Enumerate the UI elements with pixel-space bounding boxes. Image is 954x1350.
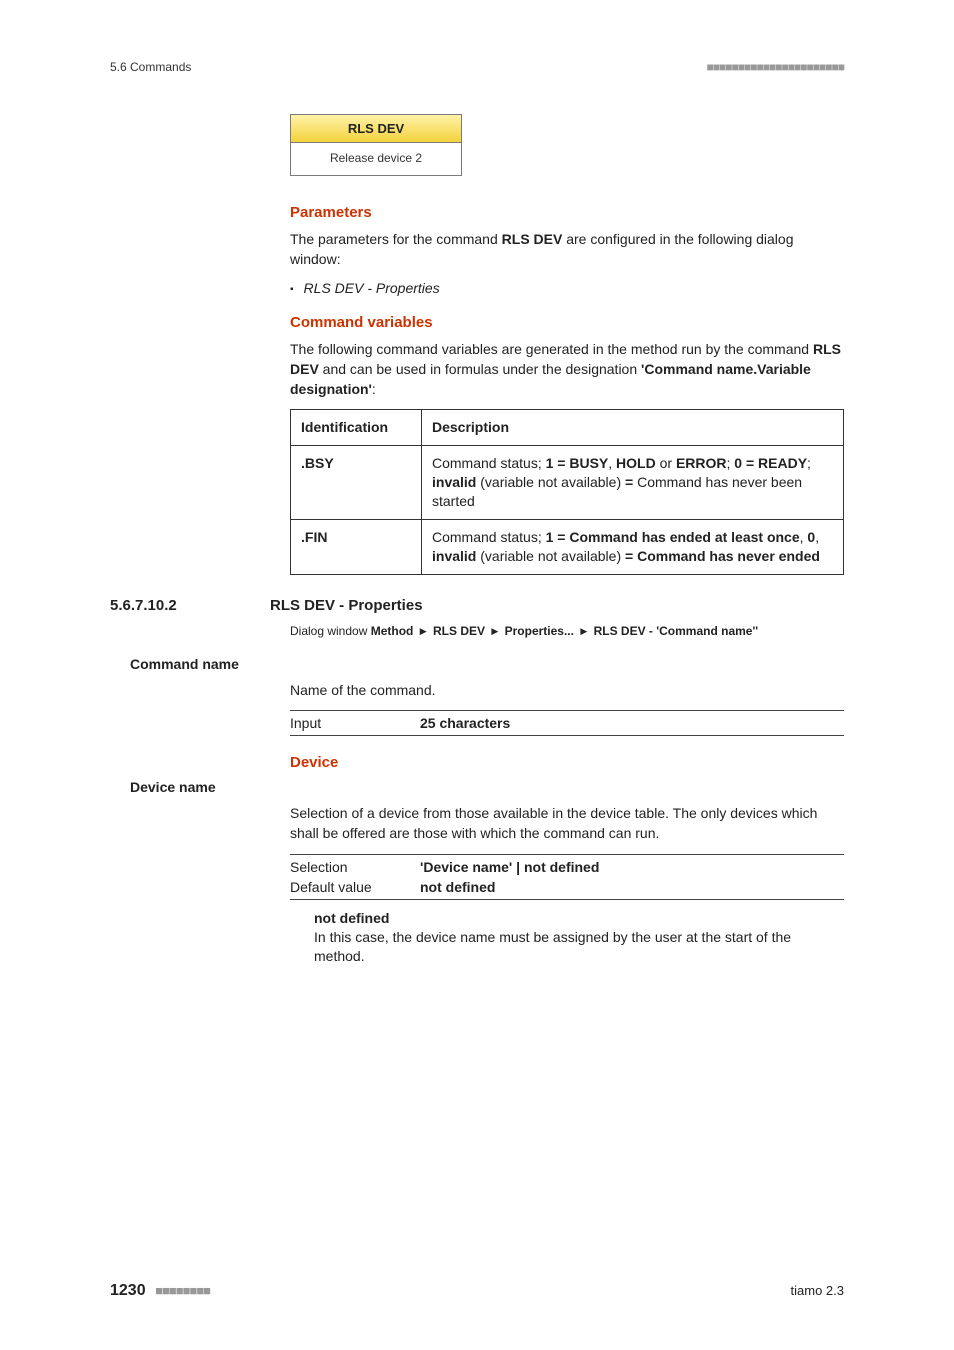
col-identification: Identification: [291, 410, 422, 446]
row-bsy-s2: or: [656, 455, 676, 471]
row-bsy-p2: HOLD: [616, 455, 656, 471]
row-bsy-pre: Command status;: [432, 455, 546, 471]
col-description: Description: [422, 410, 844, 446]
triangle-icon: ▶: [420, 626, 427, 636]
row-bsy-p4: 0 = READY: [734, 455, 807, 471]
triangle-icon: ▶: [491, 626, 498, 636]
page-bar: ■■■■■■■■: [155, 1283, 210, 1298]
breadcrumb-4: RLS DEV - 'Command name'': [594, 624, 759, 638]
row-bsy-id: .BSY: [301, 455, 334, 471]
row-bsy-s4: ;: [807, 455, 811, 471]
row-bsy-p3: ERROR: [676, 455, 727, 471]
device-name-label: Device name: [130, 779, 844, 795]
default-value: not defined: [420, 879, 495, 895]
default-key: Default value: [290, 879, 420, 895]
breadcrumb-2: RLS DEV: [433, 624, 485, 638]
selection-value: 'Device name' | not defined: [420, 859, 599, 875]
command-name-input-block: Input 25 characters: [290, 710, 844, 736]
selection-key: Selection: [290, 859, 420, 875]
header-section: 5.6 Commands: [110, 60, 191, 74]
parameters-text: The parameters for the command RLS DEV a…: [290, 229, 844, 270]
row-fin-desc: Command status; 1 = Command has ended at…: [422, 520, 844, 575]
parameters-cmd: RLS DEV: [502, 231, 563, 247]
device-desc: Selection of a device from those availab…: [290, 803, 844, 844]
command-icon-block: RLS DEV Release device 2: [290, 114, 462, 176]
cmdvars-intro-1: The following command variables are gene…: [290, 341, 813, 357]
product-name: tiamo 2.3: [791, 1283, 844, 1298]
row-fin-id: .FIN: [301, 529, 327, 545]
input-value: 25 characters: [420, 715, 510, 731]
cmdvars-intro-end: :: [372, 381, 376, 397]
row-fin-p1: 1 = Command has ended at least once: [546, 529, 800, 545]
row-fin-eq: =: [625, 548, 633, 564]
device-selection-block: Selection 'Device name' | not defined De…: [290, 854, 844, 900]
page-number: 1230: [110, 1282, 146, 1299]
command-name-desc: Name of the command.: [290, 680, 844, 700]
row-fin-mid: (variable not available): [476, 548, 625, 564]
triangle-icon: ▶: [580, 626, 587, 636]
table-row: .BSY Command status; 1 = BUSY, HOLD or E…: [291, 446, 844, 520]
row-fin-s2: ,: [815, 529, 819, 545]
row-bsy-p5: invalid: [432, 474, 476, 490]
breadcrumb-label: Dialog window: [290, 624, 371, 638]
breadcrumb-1: Method: [371, 624, 414, 638]
cmdvars-heading: Command variables: [290, 314, 844, 331]
breadcrumb: Dialog window Method ▶ RLS DEV ▶ Propert…: [290, 624, 844, 638]
cmdvars-intro: The following command variables are gene…: [290, 339, 844, 400]
not-defined-term: not defined: [314, 910, 844, 926]
table-row: .FIN Command status; 1 = Command has end…: [291, 520, 844, 575]
subsection-number: 5.6.7.10.2: [110, 597, 230, 614]
header-ticks: ■■■■■■■■■■■■■■■■■■■■■■: [707, 60, 844, 74]
row-bsy-desc: Command status; 1 = BUSY, HOLD or ERROR;…: [422, 446, 844, 520]
parameters-bullet-list: RLS DEV - Properties: [290, 280, 844, 296]
row-fin-pre: Command status;: [432, 529, 546, 545]
device-heading: Device: [290, 754, 844, 771]
input-key: Input: [290, 715, 420, 731]
breadcrumb-3: Properties...: [505, 624, 574, 638]
row-bsy-p1: 1 = BUSY: [546, 455, 609, 471]
row-bsy-eq: =: [625, 474, 633, 490]
command-name-label: Command name: [130, 656, 844, 672]
cmdvars-intro-2: and can be used in formulas under the de…: [319, 361, 641, 377]
page-footer: 1230 ■■■■■■■■ tiamo 2.3: [110, 1282, 844, 1300]
row-bsy-s1: ,: [608, 455, 616, 471]
subsection-title: RLS DEV - Properties: [270, 597, 423, 614]
row-fin-p3: invalid: [432, 548, 476, 564]
row-bsy-mid: (variable not available): [476, 474, 625, 490]
not-defined-desc: In this case, the device name must be as…: [314, 928, 844, 967]
command-icon-title: RLS DEV: [291, 115, 461, 143]
parameters-heading: Parameters: [290, 204, 844, 221]
subsection-heading: 5.6.7.10.2 RLS DEV - Properties: [110, 597, 844, 614]
row-fin-tail: Command has never ended: [633, 548, 820, 564]
parameters-text-pre: The parameters for the command: [290, 231, 502, 247]
parameters-bullet: RLS DEV - Properties: [290, 280, 844, 296]
cmdvars-table: Identification Description .BSY Command …: [290, 409, 844, 574]
table-header-row: Identification Description: [291, 410, 844, 446]
command-icon-subtitle: Release device 2: [291, 143, 461, 175]
